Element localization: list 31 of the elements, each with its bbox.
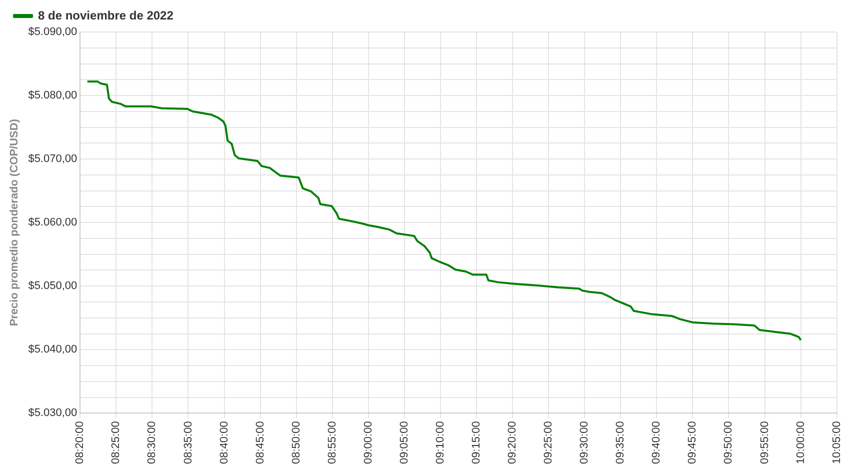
x-tick-label: 09:30:00 — [578, 421, 591, 464]
y-tick-label: $5.050,00 — [28, 280, 78, 292]
x-tick-label: 09:50:00 — [722, 421, 735, 464]
y-tick-label: $5.060,00 — [28, 216, 78, 229]
x-tick-label: 09:20:00 — [506, 421, 519, 464]
x-tick-label: 08:45:00 — [254, 421, 266, 464]
x-tick-label: 08:50:00 — [290, 421, 302, 464]
x-tick-label: 09:05:00 — [398, 421, 410, 464]
y-tick-label: $5.040,00 — [28, 344, 78, 356]
x-tick-label: 09:10:00 — [434, 421, 447, 464]
x-tick-label: 08:40:00 — [218, 421, 230, 464]
y-tick-label: $5.030,00 — [28, 407, 78, 420]
y-tick-label: $5.090,00 — [28, 26, 78, 38]
x-tick-label: 09:25:00 — [542, 421, 555, 464]
x-tick-label: 09:55:00 — [758, 421, 771, 464]
x-tick-label: 08:30:00 — [146, 421, 158, 464]
x-tick-label: 10:00:00 — [794, 421, 807, 464]
x-tick-label: 09:35:00 — [614, 421, 627, 464]
x-tick-label: 08:35:00 — [182, 421, 194, 464]
legend-label: 8 de noviembre de 2022 — [38, 8, 174, 22]
x-tick-label: 08:25:00 — [110, 421, 122, 464]
x-tick-label: 09:15:00 — [470, 421, 483, 464]
x-tick-label: 09:00:00 — [362, 421, 374, 464]
x-tick-label: 09:45:00 — [686, 421, 699, 464]
y-axis-title: Precio promedio ponderado (COP/USD) — [8, 118, 21, 326]
x-tick-label: 08:55:00 — [326, 421, 338, 464]
x-tick-label: 09:40:00 — [650, 421, 663, 464]
x-tick-label: 08:20:00 — [74, 421, 86, 464]
y-tick-label: $5.070,00 — [28, 153, 78, 166]
y-tick-label: $5.080,00 — [28, 90, 78, 102]
x-tick-label: 10:05:00 — [830, 421, 843, 464]
